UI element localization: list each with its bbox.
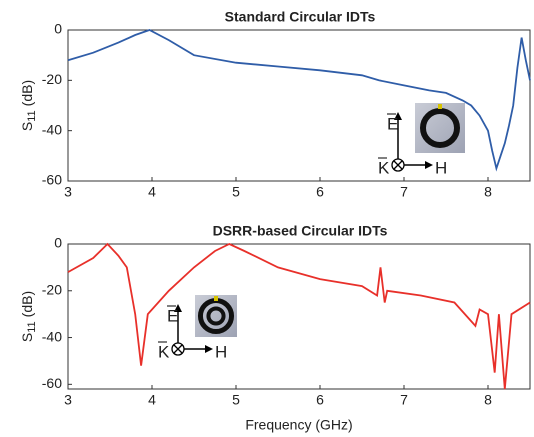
x-tick-label: 5 bbox=[232, 184, 240, 200]
y-tick-label: -20 bbox=[42, 71, 62, 87]
plot-frame bbox=[67, 243, 531, 390]
x-tick-label: 7 bbox=[400, 184, 408, 200]
y-tick-label: -60 bbox=[42, 375, 62, 391]
y-tick-label: -40 bbox=[42, 121, 62, 137]
x-tick-label: 5 bbox=[232, 392, 240, 408]
data-line bbox=[67, 29, 531, 172]
arrow-head bbox=[174, 304, 182, 312]
x-tick-label: 6 bbox=[316, 392, 324, 408]
e-label: E bbox=[167, 306, 178, 325]
e-label: E bbox=[387, 114, 398, 133]
h-label: H bbox=[215, 342, 227, 361]
y-axis-label: S11 (dB) bbox=[19, 291, 38, 342]
ring bbox=[206, 306, 226, 326]
y-tick-label: -20 bbox=[42, 281, 62, 297]
feed bbox=[438, 104, 442, 109]
x-tick-label: 6 bbox=[316, 184, 324, 200]
chart-title: DSRR-based Circular IDTs bbox=[213, 223, 388, 239]
y-label-sub: 11 bbox=[26, 110, 38, 121]
ring bbox=[420, 108, 460, 148]
x-tick-label: 4 bbox=[148, 392, 156, 408]
data-line bbox=[67, 242, 531, 390]
h-label: H bbox=[435, 158, 447, 177]
arrow-head bbox=[205, 345, 213, 353]
x-tick-label: 4 bbox=[148, 184, 156, 200]
k-cross bbox=[173, 344, 183, 354]
y-label-unit: (dB) bbox=[19, 80, 35, 106]
arrow-head bbox=[394, 112, 402, 120]
y-axis-label: S11 (dB) bbox=[19, 80, 38, 131]
y-label-unit: (dB) bbox=[19, 291, 35, 317]
y-label-main: S bbox=[19, 122, 35, 131]
x-tick-label: 8 bbox=[484, 184, 492, 200]
arrow-head bbox=[425, 161, 433, 169]
x-tick-label: 8 bbox=[484, 392, 492, 408]
k-cross bbox=[393, 160, 403, 170]
x-tick-label: 3 bbox=[64, 392, 72, 408]
k-label: K bbox=[158, 342, 170, 361]
y-tick-label: -60 bbox=[42, 172, 62, 188]
x-tick-label: 7 bbox=[400, 392, 408, 408]
feed bbox=[214, 296, 218, 301]
x-axis-label: Frequency (GHz) bbox=[245, 417, 352, 433]
y-label-sub: 11 bbox=[26, 321, 38, 332]
chart-title: Standard Circular IDTs bbox=[225, 9, 376, 25]
y-tick-label: 0 bbox=[54, 21, 62, 37]
x-tick-label: 3 bbox=[64, 184, 72, 200]
k-label: K bbox=[378, 158, 390, 177]
y-tick-label: -40 bbox=[42, 328, 62, 344]
y-label-main: S bbox=[19, 333, 35, 342]
y-tick-label: 0 bbox=[54, 235, 62, 251]
